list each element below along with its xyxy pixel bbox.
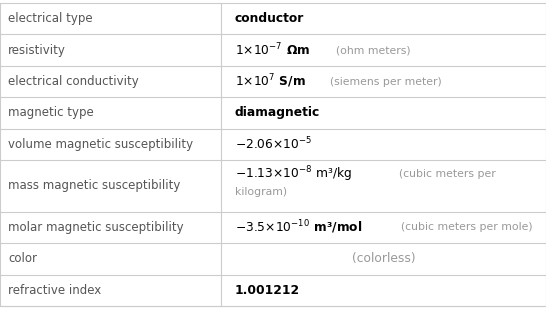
Text: $-3.5{\times}10^{-10}$ m³/mol: $-3.5{\times}10^{-10}$ m³/mol bbox=[235, 219, 362, 236]
Text: molar magnetic susceptibility: molar magnetic susceptibility bbox=[8, 221, 184, 234]
Text: (cubic meters per mole): (cubic meters per mole) bbox=[401, 222, 533, 232]
Text: diamagnetic: diamagnetic bbox=[235, 106, 320, 120]
Text: (ohm meters): (ohm meters) bbox=[336, 45, 411, 55]
Text: kilogram): kilogram) bbox=[235, 187, 287, 197]
Text: (siemens per meter): (siemens per meter) bbox=[330, 77, 442, 87]
Text: mass magnetic susceptibility: mass magnetic susceptibility bbox=[8, 180, 181, 193]
Text: 1.001212: 1.001212 bbox=[235, 284, 300, 297]
Text: volume magnetic susceptibility: volume magnetic susceptibility bbox=[8, 138, 193, 151]
Text: electrical conductivity: electrical conductivity bbox=[8, 75, 139, 88]
Text: (cubic meters per: (cubic meters per bbox=[399, 170, 495, 180]
Text: color: color bbox=[8, 252, 37, 265]
Text: electrical type: electrical type bbox=[8, 12, 93, 25]
Text: (colorless): (colorless) bbox=[352, 252, 416, 265]
Text: $-1.13{\times}10^{-8}$ m³/kg: $-1.13{\times}10^{-8}$ m³/kg bbox=[235, 165, 352, 184]
Text: $1{\times}10^{-7}$ Ωm: $1{\times}10^{-7}$ Ωm bbox=[235, 42, 310, 58]
Text: resistivity: resistivity bbox=[8, 44, 66, 57]
Text: conductor: conductor bbox=[235, 12, 304, 25]
Text: $-2.06{\times}10^{-5}$: $-2.06{\times}10^{-5}$ bbox=[235, 136, 312, 153]
Text: magnetic type: magnetic type bbox=[8, 106, 94, 120]
Text: refractive index: refractive index bbox=[8, 284, 102, 297]
Text: $1{\times}10^{7}$ S/m: $1{\times}10^{7}$ S/m bbox=[235, 73, 306, 90]
